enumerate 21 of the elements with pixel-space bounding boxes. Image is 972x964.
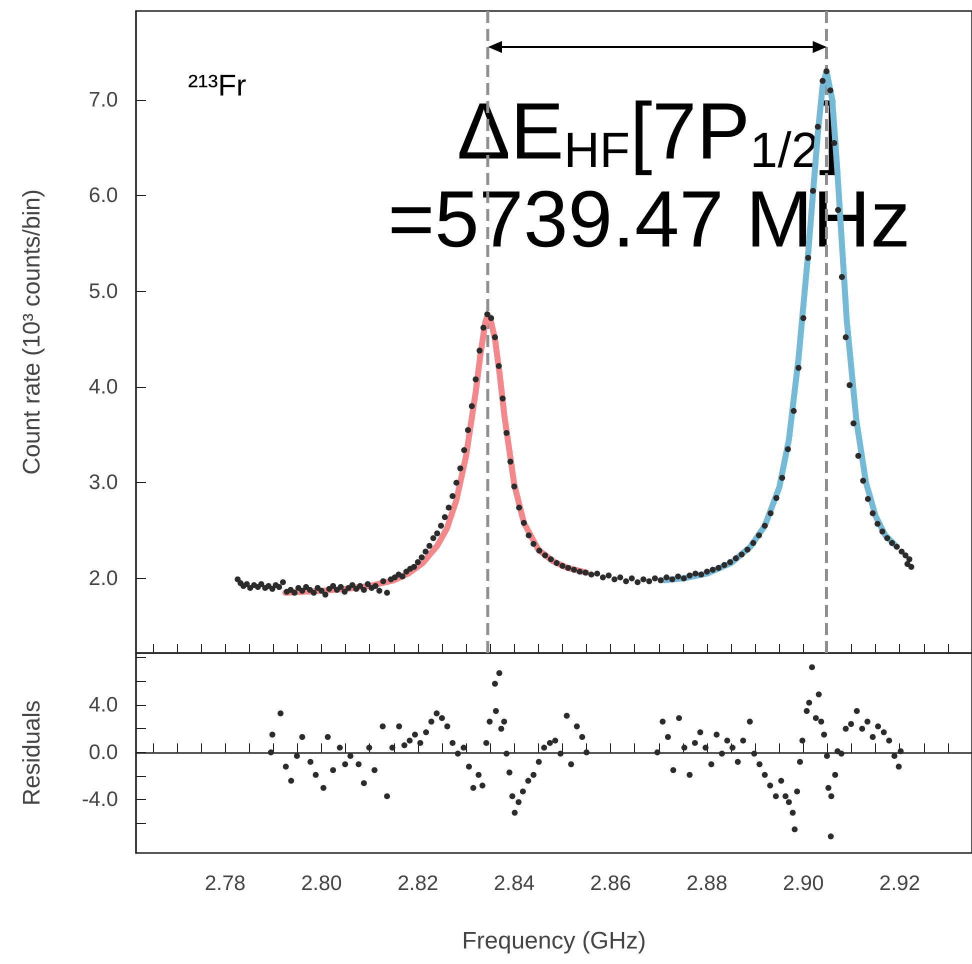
y-axis-title: Residuals [18,700,46,806]
x-tick-label: 2.86 [590,872,632,895]
y-tick-label: 6.0 [88,184,118,208]
annotation: ²¹³Fr [188,70,246,102]
y-tick-label: -4.0 [82,788,118,812]
y-tick-label: 5.0 [88,280,118,303]
y-tick-label: 0.0 [88,740,118,764]
y-tick-label: 3.0 [88,471,118,494]
x-tick-label: 2.78 [204,872,246,895]
x-tick-label: 2.82 [397,872,438,895]
x-axis-title: Frequency (GHz) [462,928,646,954]
y-tick-label: 4.0 [88,694,118,717]
x-tick-label: 2.92 [879,872,920,895]
x-tick-label: 2.84 [494,872,536,895]
x-tick-label: 2.90 [782,872,824,895]
y-tick-label: 7.0 [88,88,118,112]
x-tick-label: 2.80 [301,872,342,895]
x-tick-label: 2.88 [686,872,728,895]
y-tick-label: 4.0 [88,376,118,399]
y-axis-title: Count rate (10³ counts/bin) [18,189,46,475]
y-tick-label: 2.0 [88,566,118,590]
